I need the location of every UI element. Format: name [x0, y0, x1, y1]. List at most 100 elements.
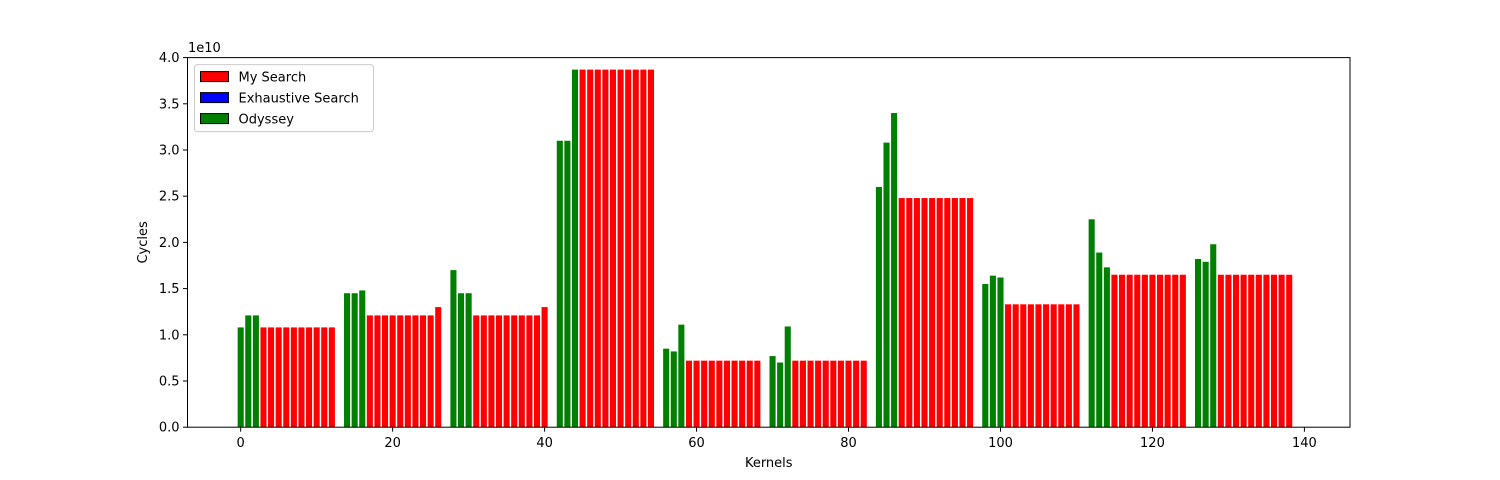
my-search-bar [1240, 274, 1247, 428]
my-search-bar [420, 315, 427, 428]
my-search-bar [594, 69, 601, 428]
my-search-bar [1179, 274, 1186, 428]
my-search-bar [404, 315, 411, 428]
odyssey-bar [1202, 261, 1209, 428]
odyssey-bar [678, 324, 685, 428]
my-search-bar [1141, 274, 1148, 428]
my-search-bar [701, 360, 708, 428]
my-search-bar [488, 315, 495, 428]
my-search-bar [1126, 274, 1133, 428]
my-search-bar [397, 315, 404, 428]
x-tick-label: 60 [688, 436, 705, 451]
odyssey-bar [784, 326, 791, 428]
my-search-bar [929, 198, 936, 428]
y-tick-label: 3.0 [159, 144, 180, 159]
my-search-bar [541, 307, 548, 428]
my-search-bar [632, 69, 639, 428]
my-search-bar [1286, 274, 1293, 428]
odyssey-bar [891, 113, 898, 428]
my-search-bar [799, 360, 806, 428]
odyssey-bar [457, 293, 465, 428]
my-search-bar [1012, 304, 1019, 428]
my-search-bar [967, 198, 974, 428]
odyssey-bar [571, 69, 579, 428]
my-search-bar [579, 69, 586, 428]
my-search-bar [625, 69, 632, 428]
my-search-bar [754, 360, 761, 428]
odyssey-bar [556, 140, 563, 428]
my-search-bar [382, 315, 389, 428]
odyssey-bar [1195, 259, 1202, 428]
my-search-bar [1050, 304, 1057, 428]
x-tick-label: 140 [1292, 436, 1317, 451]
odyssey-bar [777, 362, 784, 428]
my-search-bar [716, 360, 723, 428]
legend-label-odyssey: Odyssey [239, 113, 295, 128]
y-axis-label: Cycles [136, 221, 151, 264]
odyssey-bar [997, 277, 1004, 428]
legend: My Search Exhaustive Search Odyssey [194, 64, 374, 133]
my-search-bar [708, 360, 715, 428]
odyssey-bar [670, 351, 677, 428]
odyssey-bar [883, 142, 890, 428]
my-search-bar [427, 315, 434, 428]
odyssey-bar [564, 140, 571, 428]
my-search-bar [533, 315, 541, 428]
my-search-bar [503, 315, 510, 428]
my-search-bar [374, 315, 381, 428]
odyssey-bar [450, 270, 457, 428]
x-tick-label: 20 [384, 436, 401, 451]
my-search-bar [328, 327, 335, 428]
my-search-bar [1027, 304, 1034, 428]
y-tick-label: 1.5 [159, 282, 180, 297]
my-search-bar [609, 69, 617, 428]
my-search-bar [1058, 304, 1065, 428]
odyssey-bar [1088, 219, 1095, 428]
my-search-bar [959, 198, 966, 428]
my-search-bar [1005, 304, 1012, 428]
y-tick-label: 0.5 [159, 375, 180, 390]
my-search-bar [1157, 274, 1164, 428]
odyssey-bar [989, 275, 996, 428]
my-search-bar [268, 327, 275, 428]
x-axis-label: Kernels [745, 456, 793, 471]
my-search-bar [1020, 304, 1027, 428]
my-search-bar [1217, 274, 1224, 428]
my-search-bar [1172, 274, 1179, 428]
odyssey-bar [1096, 252, 1103, 428]
odyssey-bar [237, 327, 244, 428]
bars-layer [237, 69, 1293, 428]
my-search-bar [1065, 304, 1072, 428]
my-search-bar [822, 360, 829, 428]
my-search-bar [1111, 274, 1118, 428]
my-search-bar [731, 360, 738, 428]
my-search-bar [1149, 274, 1156, 428]
legend-swatch-exhaustive-search [200, 92, 229, 104]
my-search-bar [518, 315, 525, 428]
legend-label-my-search: My Search [239, 71, 307, 86]
legend-swatch-odyssey [200, 113, 229, 125]
my-search-bar [807, 360, 814, 428]
my-search-bar [480, 315, 487, 428]
my-search-bar [435, 307, 442, 428]
my-search-bar [830, 360, 837, 428]
x-tick-label: 80 [840, 436, 857, 451]
my-search-bar [723, 360, 730, 428]
my-search-bar [283, 327, 290, 428]
my-search-bar [647, 69, 655, 428]
my-search-bar [1232, 274, 1240, 428]
legend-box [194, 64, 374, 133]
x-tick-label: 120 [1140, 436, 1165, 451]
y-scale-multiplier: 1e10 [188, 41, 221, 56]
y-axis-ticks: 0.0 0.5 1.0 1.5 2.0 2.5 3.0 3.5 4.0 [159, 51, 188, 436]
y-tick-label: 2.0 [159, 236, 180, 251]
y-tick-label: 0.0 [159, 421, 180, 436]
my-search-bar [617, 69, 624, 428]
my-search-bar [1263, 274, 1270, 428]
my-search-bar [587, 69, 594, 428]
my-search-bar [815, 360, 822, 428]
my-search-bar [495, 315, 503, 428]
y-tick-label: 1.0 [159, 328, 180, 343]
my-search-bar [306, 327, 313, 428]
